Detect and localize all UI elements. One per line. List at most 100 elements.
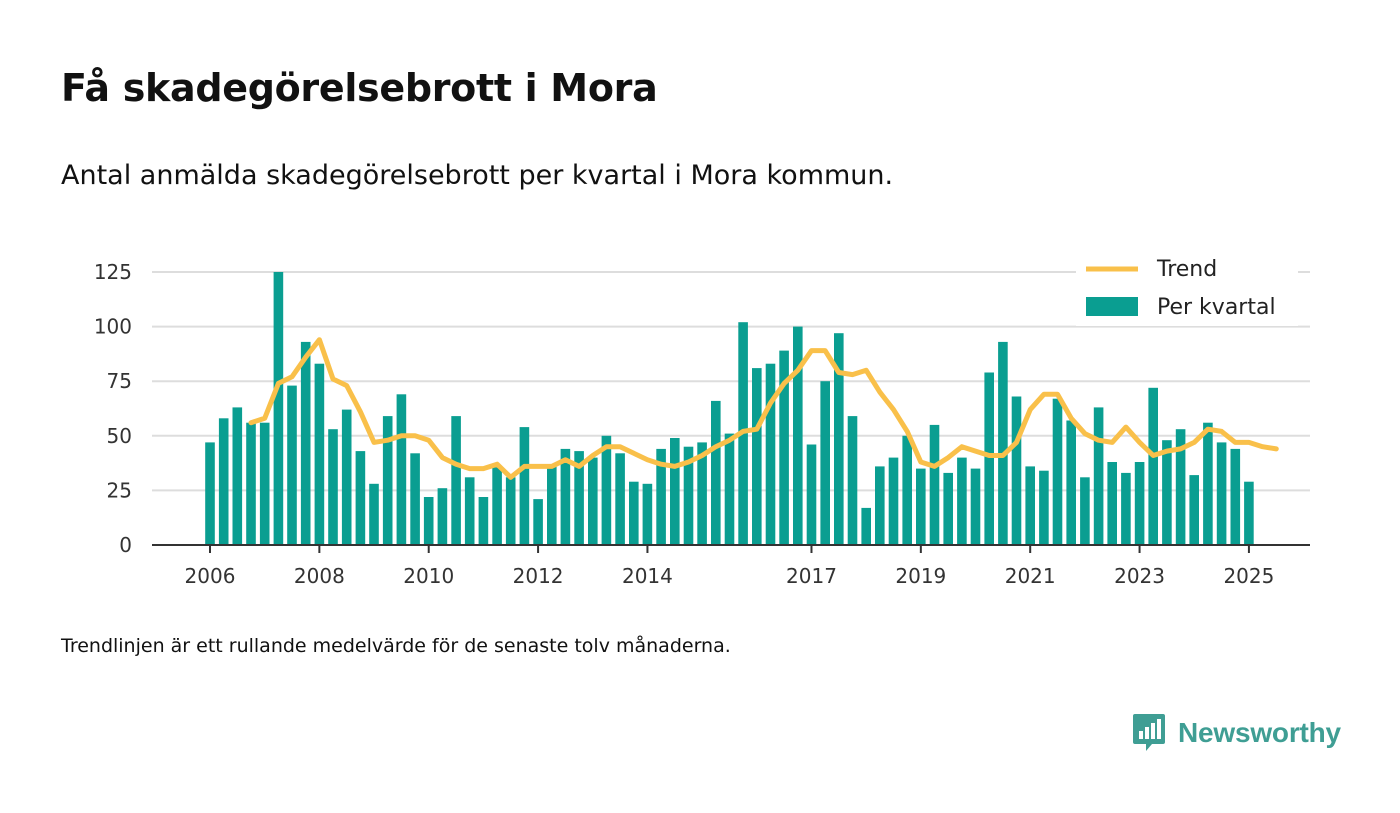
bar <box>478 497 489 545</box>
bar <box>1011 396 1022 545</box>
y-tick-label: 0 <box>119 533 132 557</box>
bar <box>464 477 475 545</box>
bar <box>1244 481 1254 545</box>
bar <box>423 497 434 545</box>
y-tick-label: 125 <box>94 260 132 284</box>
bar <box>984 372 994 545</box>
bar <box>369 483 379 545</box>
y-tick-label: 100 <box>94 315 132 339</box>
bar <box>752 368 762 545</box>
bar <box>1080 477 1090 545</box>
bar <box>806 444 817 545</box>
bar <box>943 472 953 545</box>
x-tick-label: 2014 <box>622 564 673 588</box>
bar <box>1162 440 1172 545</box>
bar <box>765 363 776 545</box>
y-tick-label: 50 <box>107 424 132 448</box>
bar <box>533 499 543 545</box>
bar <box>382 416 393 545</box>
bar <box>697 442 707 545</box>
bar <box>232 407 243 545</box>
legend-bar-swatch <box>1086 297 1138 316</box>
bar <box>1039 470 1049 545</box>
newsworthy-logo-icon <box>1133 714 1165 751</box>
bar <box>560 448 571 545</box>
bar <box>1093 407 1104 545</box>
bar <box>1134 462 1145 545</box>
bar <box>1025 466 1035 545</box>
bar <box>847 416 858 545</box>
bar <box>451 416 461 545</box>
bar <box>998 341 1008 545</box>
newsworthy-logo: Newsworthy <box>1132 713 1341 753</box>
bar <box>287 385 297 545</box>
bar <box>1216 442 1227 545</box>
bar <box>834 333 844 545</box>
bar <box>656 448 666 545</box>
bar <box>547 466 557 545</box>
x-tick-label: 2021 <box>1005 564 1056 588</box>
bar <box>642 483 653 545</box>
bar <box>273 272 284 545</box>
bar <box>1066 420 1076 545</box>
bar <box>793 326 803 545</box>
bar <box>1107 462 1117 545</box>
y-tick-label: 75 <box>107 369 132 393</box>
bar <box>341 409 352 545</box>
y-tick-label: 25 <box>107 478 132 502</box>
x-tick-label: 2012 <box>513 564 564 588</box>
axes: 0 25 50 75 100 125 2006 2008 2010 2012 2014 2017 201… <box>94 260 1310 588</box>
bar <box>259 422 270 545</box>
bar <box>916 468 926 545</box>
bar <box>1175 429 1186 545</box>
bar <box>1121 472 1131 545</box>
bar <box>711 400 721 545</box>
chart-note: Trendlinjen är ett rullande medelvärde f… <box>61 635 731 657</box>
bar <box>1230 448 1241 545</box>
chart-subtitle: Antal anmälda skadegörelsebrott per kvar… <box>61 160 894 191</box>
brand-name: Newsworthy <box>1178 717 1341 748</box>
bar <box>1148 387 1158 545</box>
bar <box>861 507 871 545</box>
page-title: Få skadegörelsebrott i Mora <box>61 66 658 110</box>
bar <box>779 350 789 545</box>
bar <box>1203 422 1213 545</box>
bar <box>970 468 981 545</box>
bar <box>505 477 516 545</box>
bar <box>929 424 940 545</box>
bar <box>888 457 899 545</box>
bar <box>314 363 325 545</box>
bar <box>683 446 694 545</box>
bar <box>437 488 448 545</box>
trend-line <box>248 337 1279 480</box>
x-tick-label: 2025 <box>1223 564 1274 588</box>
bar <box>1189 475 1199 545</box>
bar <box>246 422 256 545</box>
bar <box>300 341 311 545</box>
x-tick-label: 2010 <box>403 564 454 588</box>
legend-bar-label: Per kvartal <box>1157 295 1276 320</box>
bars <box>205 272 1254 545</box>
bar <box>615 453 625 545</box>
bar <box>875 466 885 545</box>
bar <box>601 435 612 545</box>
bar <box>396 394 407 545</box>
x-tick-label: 2017 <box>786 564 837 588</box>
x-tick-label: 2008 <box>294 564 345 588</box>
bar <box>492 466 502 545</box>
bar <box>205 442 215 545</box>
x-tick-label: 2006 <box>185 564 236 588</box>
bar <box>355 451 366 545</box>
legend: Trend Per kvartal <box>1076 254 1298 326</box>
x-tick-label: 2019 <box>895 564 946 588</box>
bar <box>218 418 229 545</box>
bar <box>588 457 598 545</box>
bar <box>902 435 912 545</box>
bar <box>629 481 639 545</box>
bar <box>410 453 420 545</box>
bar <box>519 427 530 545</box>
bar <box>670 438 680 545</box>
bar <box>820 381 830 545</box>
bar <box>574 451 584 545</box>
